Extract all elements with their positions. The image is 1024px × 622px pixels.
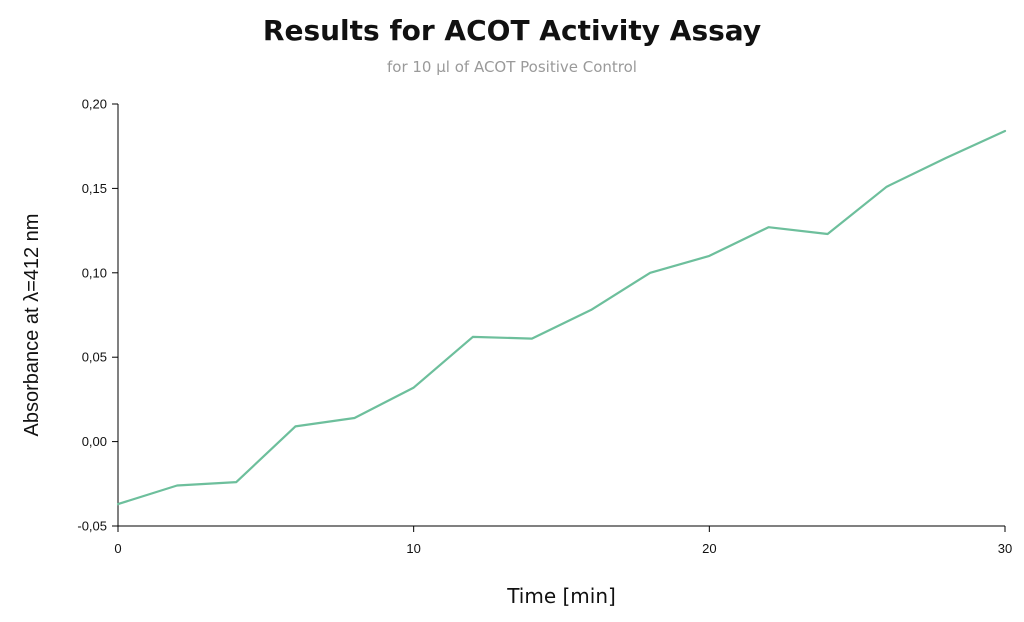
y-tick-label: 0,20 bbox=[82, 97, 107, 112]
y-tick-label: 0,15 bbox=[82, 181, 107, 196]
x-tick-label: 20 bbox=[702, 541, 716, 556]
y-axis-title: Absorbance at λ=412 nm bbox=[21, 214, 43, 437]
axes: -0,05 0,00 0,05 0,10 0,15 0,20 0 10 20 30 bbox=[77, 97, 1012, 557]
chart-title: Results for ACOT Activity Assay bbox=[262, 14, 762, 47]
series-layer bbox=[116, 129, 1007, 506]
x-tick-label: 30 bbox=[998, 541, 1012, 556]
x-axis-title: Time [min] bbox=[506, 584, 616, 608]
y-tick-label: 0,05 bbox=[82, 350, 107, 365]
chart-subtitle: for 10 µl of ACOT Positive Control bbox=[387, 58, 637, 76]
y-tick-label: -0,05 bbox=[77, 519, 107, 534]
y-tick-label: 0,00 bbox=[82, 434, 107, 449]
x-tick-label: 10 bbox=[406, 541, 420, 556]
axis-titles: Absorbance at λ=412 nm Time [min] bbox=[21, 214, 616, 608]
x-tick-label: 0 bbox=[114, 541, 121, 556]
series-line bbox=[116, 129, 1007, 506]
y-tick-label: 0,10 bbox=[82, 265, 107, 280]
